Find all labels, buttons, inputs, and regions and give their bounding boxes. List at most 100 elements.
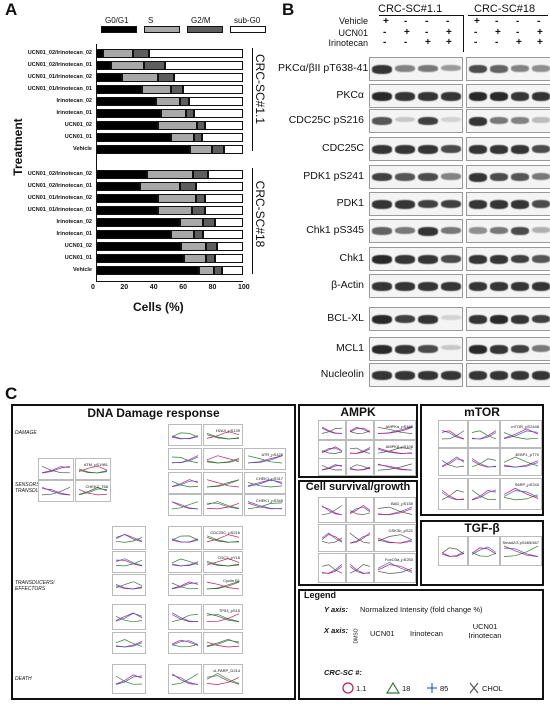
mini-plot xyxy=(112,604,146,630)
blot-band xyxy=(511,117,529,124)
mini-plot xyxy=(318,553,346,583)
bar-label: UCN01_02/Irinotecan_01 xyxy=(27,62,92,68)
mini-plot-series xyxy=(206,581,240,590)
x-tick-label: 20 xyxy=(120,284,129,291)
blot-band xyxy=(511,345,529,354)
mini-plot xyxy=(318,420,346,440)
blot-band xyxy=(490,65,508,73)
bar-row xyxy=(96,254,243,263)
mini-plot-label: CHEK1_pS317 xyxy=(255,476,283,481)
blot-band xyxy=(395,173,415,181)
blot-label: PDK1 xyxy=(336,197,364,209)
mini-plot-series xyxy=(206,535,240,543)
mini-plot-lines xyxy=(349,447,371,454)
mini-plot-series xyxy=(171,643,199,648)
blot-band xyxy=(418,145,438,154)
mini-plot-series xyxy=(349,564,370,574)
blot-band xyxy=(469,255,487,264)
treatment-sign: - xyxy=(383,37,387,48)
bar-label: UCN01_02 xyxy=(64,243,92,249)
blot-band xyxy=(395,117,415,123)
blot-image xyxy=(466,137,550,161)
mini-plot-series xyxy=(171,535,199,541)
mini-plot-series xyxy=(377,506,413,515)
treatment-sign: - xyxy=(474,37,478,48)
mini-plot-series xyxy=(503,462,539,468)
bar-segment-g0g1 xyxy=(96,182,141,191)
mini-plot-lines xyxy=(206,534,240,543)
mini-plot-label: H2AX_pS139 xyxy=(215,428,240,433)
bar-segment-g2m xyxy=(185,109,195,118)
blot-band xyxy=(395,92,415,101)
bar-segment-g0g1 xyxy=(96,206,158,215)
bar-segment-g0g1 xyxy=(96,49,104,58)
bar-segment-subg0 xyxy=(195,182,243,191)
bar-segment-g2m xyxy=(144,61,166,70)
bar-segment-subg0 xyxy=(188,97,243,106)
mini-plot-lines xyxy=(349,532,371,544)
treatment-sign: - xyxy=(474,27,478,38)
blot-band xyxy=(441,117,461,122)
mini-plot-label: BAD_pS155 xyxy=(390,501,413,506)
mini-plot-series xyxy=(441,460,465,468)
mini-plot-series xyxy=(471,458,496,468)
bar-row xyxy=(96,109,243,118)
x-tick-label: 60 xyxy=(179,284,187,291)
mini-plot-series xyxy=(171,673,199,685)
mini-plot-series xyxy=(441,458,465,468)
mini-plot-series xyxy=(171,435,199,440)
blot-band xyxy=(372,371,392,380)
mini-plot-series xyxy=(441,430,465,440)
mini-plot-series xyxy=(115,537,143,543)
mini-plot-series xyxy=(377,463,413,471)
mini-plot-lines xyxy=(171,535,199,543)
mini-plot-lines xyxy=(206,455,240,464)
mini-plot-lines xyxy=(471,489,497,501)
bar-segment-subg0 xyxy=(204,194,243,203)
mini-plot-series xyxy=(377,464,413,471)
mini-plot xyxy=(168,604,202,630)
bar-segment-s xyxy=(140,182,180,191)
bar-label: Irinotecan_02 xyxy=(56,219,92,225)
blot-band xyxy=(511,65,529,72)
blot-label: PDK1 pS241 xyxy=(303,170,364,182)
mini-plot-label: AMPKβ_pS108 xyxy=(385,444,413,449)
mini-plot-lines xyxy=(471,430,497,440)
mini-plot-lines xyxy=(471,458,497,468)
mini-plot-series xyxy=(321,464,343,471)
mini-plot-lines xyxy=(171,558,199,567)
mini-plot-series xyxy=(171,480,199,488)
mini-plot-series xyxy=(377,508,413,516)
mini-plot-series xyxy=(471,430,497,440)
bar-label: UCN01_01/Irinotecan_02 xyxy=(27,195,92,201)
mini-plot-series xyxy=(171,501,199,510)
blot-band xyxy=(511,255,529,264)
treatment-sign: + xyxy=(516,37,522,48)
blot-band xyxy=(441,65,461,72)
blot-band xyxy=(469,227,487,234)
blot-band xyxy=(395,345,415,354)
mini-plot: mTOR_pS2448 xyxy=(500,420,542,448)
mini-plot: BAD_pS155 xyxy=(374,497,416,523)
bar-segment-subg0 xyxy=(194,109,243,118)
blot-band xyxy=(418,371,438,380)
mini-plot-series xyxy=(206,613,240,622)
mini-plot-series xyxy=(441,489,465,500)
mini-plot-lines xyxy=(321,426,343,434)
blot-label: MCL1 xyxy=(335,342,364,354)
legend-swatch-1 xyxy=(144,26,180,33)
mini-plot-lines xyxy=(171,581,199,590)
x-tick-label: 40 xyxy=(149,284,158,291)
bar-segment-g0g1 xyxy=(96,73,123,82)
blot-band xyxy=(511,92,529,101)
blot-band xyxy=(441,227,461,234)
category-death: DEATH xyxy=(15,676,32,682)
mini-plot xyxy=(203,472,243,494)
bar-segment-subg0 xyxy=(173,73,243,82)
mini-plot-series xyxy=(206,613,240,622)
blot-band xyxy=(469,371,487,380)
mini-plot-series xyxy=(206,432,240,440)
mini-plot-lines xyxy=(471,546,497,557)
legend-symbols xyxy=(342,681,479,694)
bar-segment-subg0 xyxy=(203,230,243,239)
